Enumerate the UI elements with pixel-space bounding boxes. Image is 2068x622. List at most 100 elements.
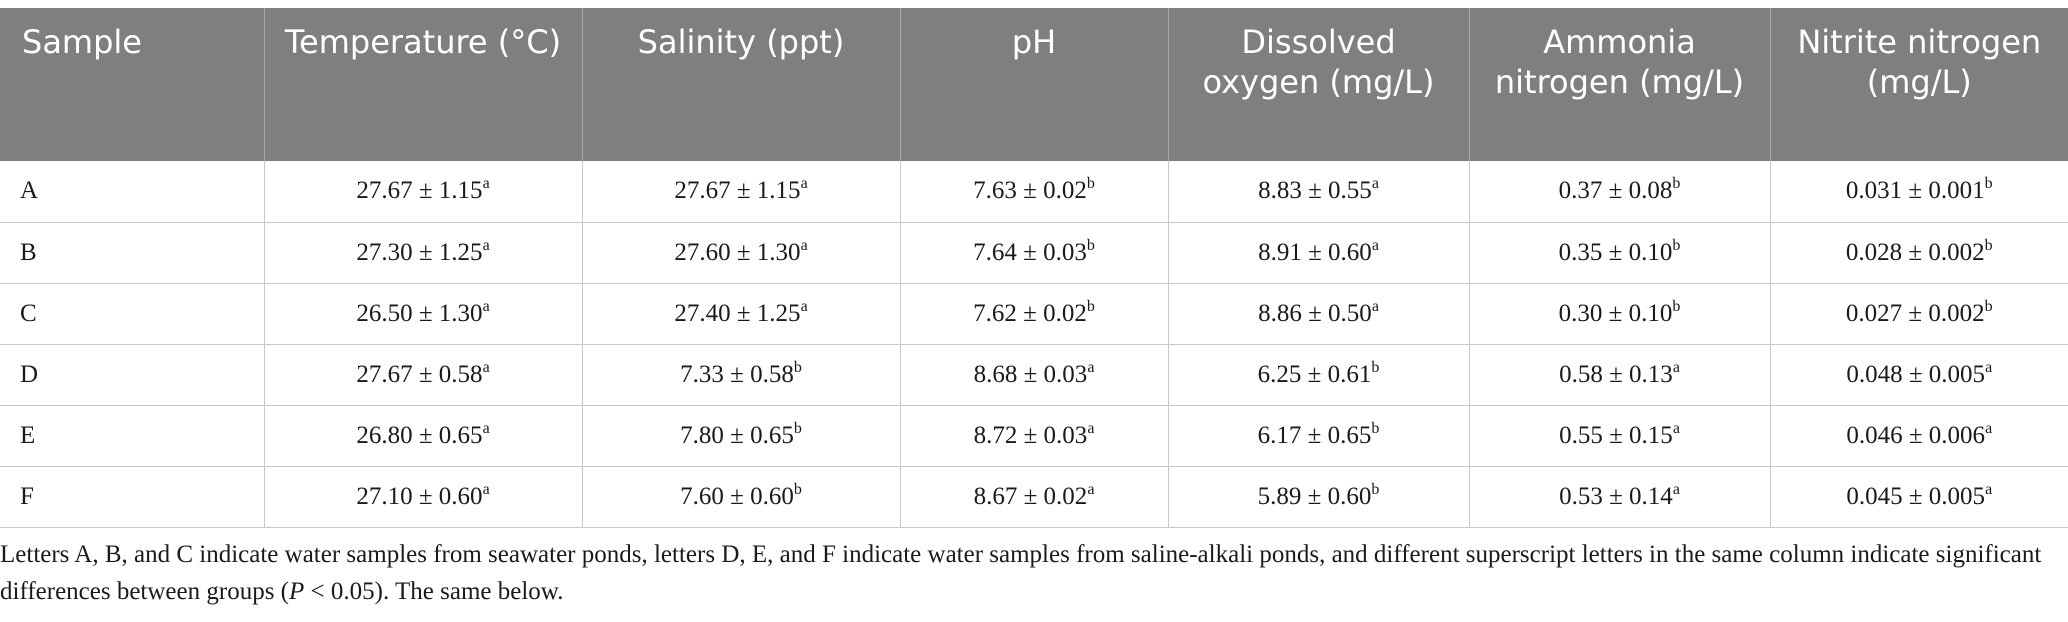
cell-ph: 8.67 ± 0.02a <box>899 466 1168 528</box>
significance-superscript: b <box>1086 175 1095 193</box>
header-ph: pH <box>899 8 1168 161</box>
cell-value: 27.40 ± 1.25 <box>674 299 801 327</box>
cell-salinity: 27.40 ± 1.25a <box>581 283 900 345</box>
cell-value: 6.25 ± 0.61 <box>1257 360 1372 388</box>
cell-salinity: 27.67 ± 1.15a <box>581 161 900 223</box>
significance-superscript: a <box>482 419 490 437</box>
cell-value: 7.33 ± 0.58 <box>680 360 794 388</box>
significance-superscript: a <box>1371 297 1379 315</box>
significance-superscript: a <box>482 236 490 254</box>
significance-superscript: a <box>1087 419 1095 437</box>
cell-value: 0.046 ± 0.006 <box>1846 421 1986 449</box>
cell-value: 0.35 ± 0.10 <box>1558 238 1673 266</box>
cell-value: 7.80 ± 0.65 <box>680 421 794 449</box>
significance-superscript: b <box>1672 297 1681 315</box>
cell-dissolved-oxygen: 6.25 ± 0.61b <box>1167 344 1469 406</box>
cell-nitrite-nitrogen: 0.027 ± 0.002b <box>1769 283 2068 345</box>
cell-value: 7.60 ± 0.60 <box>680 482 794 510</box>
cell-nitrite-nitrogen: 0.028 ± 0.002b <box>1769 222 2068 284</box>
cell-nitrite-nitrogen: 0.048 ± 0.005a <box>1769 344 2068 406</box>
cell-nitrite-nitrogen: 0.046 ± 0.006a <box>1769 405 2068 467</box>
significance-superscript: b <box>1984 175 1993 193</box>
cell-value: 8.86 ± 0.50 <box>1258 299 1372 327</box>
significance-superscript: a <box>1672 480 1680 498</box>
cell-value: 8.67 ± 0.02 <box>973 482 1088 510</box>
table-row: C 26.50 ± 1.30a 27.40 ± 1.25a 7.62 ± 0.02b 8… <box>0 283 2068 345</box>
cell-value: 27.67 ± 1.15 <box>356 177 483 205</box>
significance-superscript: a <box>1087 480 1095 498</box>
cell-temperature: 26.50 ± 1.30a <box>263 283 582 345</box>
significance-superscript: a <box>1985 358 1993 376</box>
significance-superscript: b <box>1672 175 1681 193</box>
table-row: B 27.30 ± 1.25a 27.60 ± 1.30a 7.64 ± 0.03b 8… <box>0 222 2068 284</box>
significance-superscript: a <box>482 480 490 498</box>
cell-value: 0.027 ± 0.002 <box>1845 299 1985 327</box>
cell-temperature: 27.67 ± 1.15a <box>263 161 582 223</box>
cell-value: 0.58 ± 0.13 <box>1559 360 1673 388</box>
header-nitrite-nitrogen: Nitrite nitrogen (mg/L) <box>1769 8 2068 161</box>
significance-superscript: a <box>1672 358 1680 376</box>
cell-value: 0.045 ± 0.005 <box>1846 482 1986 510</box>
table-row: E 26.80 ± 0.65a 7.80 ± 0.65b 8.72 ± 0.03a 6.… <box>0 405 2068 467</box>
cell-value: 7.64 ± 0.03 <box>973 238 1087 266</box>
cell-sample: B <box>0 222 264 284</box>
table-body: A 27.67 ± 1.15a 27.67 ± 1.15a 7.63 ± 0.02b 8… <box>0 161 2068 528</box>
table-row: F 27.10 ± 0.60a 7.60 ± 0.60b 8.67 ± 0.02a 5.… <box>0 466 2068 528</box>
table-header-row: Sample Temperature (°C) Salinity (ppt) p… <box>0 8 2068 161</box>
table-row: A 27.67 ± 1.15a 27.67 ± 1.15a 7.63 ± 0.02b 8… <box>0 161 2068 223</box>
cell-sample: D <box>0 344 264 406</box>
footnote-p-symbol: P <box>289 578 305 605</box>
cell-value: 0.028 ± 0.002 <box>1845 238 1985 266</box>
cell-ammonia-nitrogen: 0.58 ± 0.13a <box>1468 344 1770 406</box>
cell-value: 27.30 ± 1.25 <box>356 238 483 266</box>
significance-superscript: a <box>800 175 808 193</box>
cell-value: 0.37 ± 0.08 <box>1558 177 1673 205</box>
cell-value: 0.031 ± 0.001 <box>1845 177 1985 205</box>
cell-dissolved-oxygen: 5.89 ± 0.60b <box>1167 466 1469 528</box>
header-temperature: Temperature (°C) <box>263 8 582 161</box>
significance-superscript: b <box>793 419 802 437</box>
significance-superscript: b <box>793 358 802 376</box>
significance-superscript: a <box>482 358 490 376</box>
significance-superscript: a <box>800 297 808 315</box>
significance-superscript: a <box>1371 175 1379 193</box>
cell-ph: 7.62 ± 0.02b <box>899 283 1168 345</box>
significance-superscript: a <box>1672 419 1680 437</box>
significance-superscript: a <box>1087 358 1095 376</box>
cell-temperature: 27.67 ± 0.58a <box>263 344 582 406</box>
cell-ph: 8.68 ± 0.03a <box>899 344 1168 406</box>
cell-ammonia-nitrogen: 0.35 ± 0.10b <box>1468 222 1770 284</box>
significance-superscript: b <box>1371 480 1380 498</box>
cell-sample: A <box>0 161 264 223</box>
cell-value: 7.62 ± 0.02 <box>973 299 1087 327</box>
cell-salinity: 7.60 ± 0.60b <box>581 466 900 528</box>
cell-value: 27.67 ± 0.58 <box>356 360 483 388</box>
significance-superscript: a <box>1371 236 1379 254</box>
cell-ammonia-nitrogen: 0.53 ± 0.14a <box>1468 466 1770 528</box>
significance-superscript: b <box>1984 236 1993 254</box>
cell-ammonia-nitrogen: 0.37 ± 0.08b <box>1468 161 1770 223</box>
header-dissolved-oxygen: Dissolved oxygen (mg/L) <box>1167 8 1469 161</box>
cell-value: 27.67 ± 1.15 <box>674 177 801 205</box>
header-ammonia-nitrogen: Ammonia nitrogen (mg/L) <box>1468 8 1770 161</box>
significance-superscript: b <box>1371 419 1380 437</box>
significance-superscript: a <box>1985 480 1993 498</box>
cell-salinity: 7.33 ± 0.58b <box>581 344 900 406</box>
cell-value: 27.10 ± 0.60 <box>356 482 483 510</box>
cell-dissolved-oxygen: 6.17 ± 0.65b <box>1167 405 1469 467</box>
cell-temperature: 27.30 ± 1.25a <box>263 222 582 284</box>
cell-ammonia-nitrogen: 0.55 ± 0.15a <box>1468 405 1770 467</box>
significance-superscript: a <box>800 236 808 254</box>
significance-superscript: a <box>482 175 490 193</box>
cell-ph: 7.64 ± 0.03b <box>899 222 1168 284</box>
header-salinity: Salinity (ppt) <box>581 8 900 161</box>
cell-nitrite-nitrogen: 0.031 ± 0.001b <box>1769 161 2068 223</box>
cell-dissolved-oxygen: 8.91 ± 0.60a <box>1167 222 1469 284</box>
cell-salinity: 7.80 ± 0.65b <box>581 405 900 467</box>
cell-ammonia-nitrogen: 0.30 ± 0.10b <box>1468 283 1770 345</box>
table-footnote: Letters A, B, and C indicate water sampl… <box>0 536 2060 610</box>
water-quality-table: Sample Temperature (°C) Salinity (ppt) p… <box>0 8 2068 528</box>
cell-sample: E <box>0 405 264 467</box>
cell-value: 27.60 ± 1.30 <box>674 238 801 266</box>
cell-value: 8.72 ± 0.03 <box>973 421 1088 449</box>
